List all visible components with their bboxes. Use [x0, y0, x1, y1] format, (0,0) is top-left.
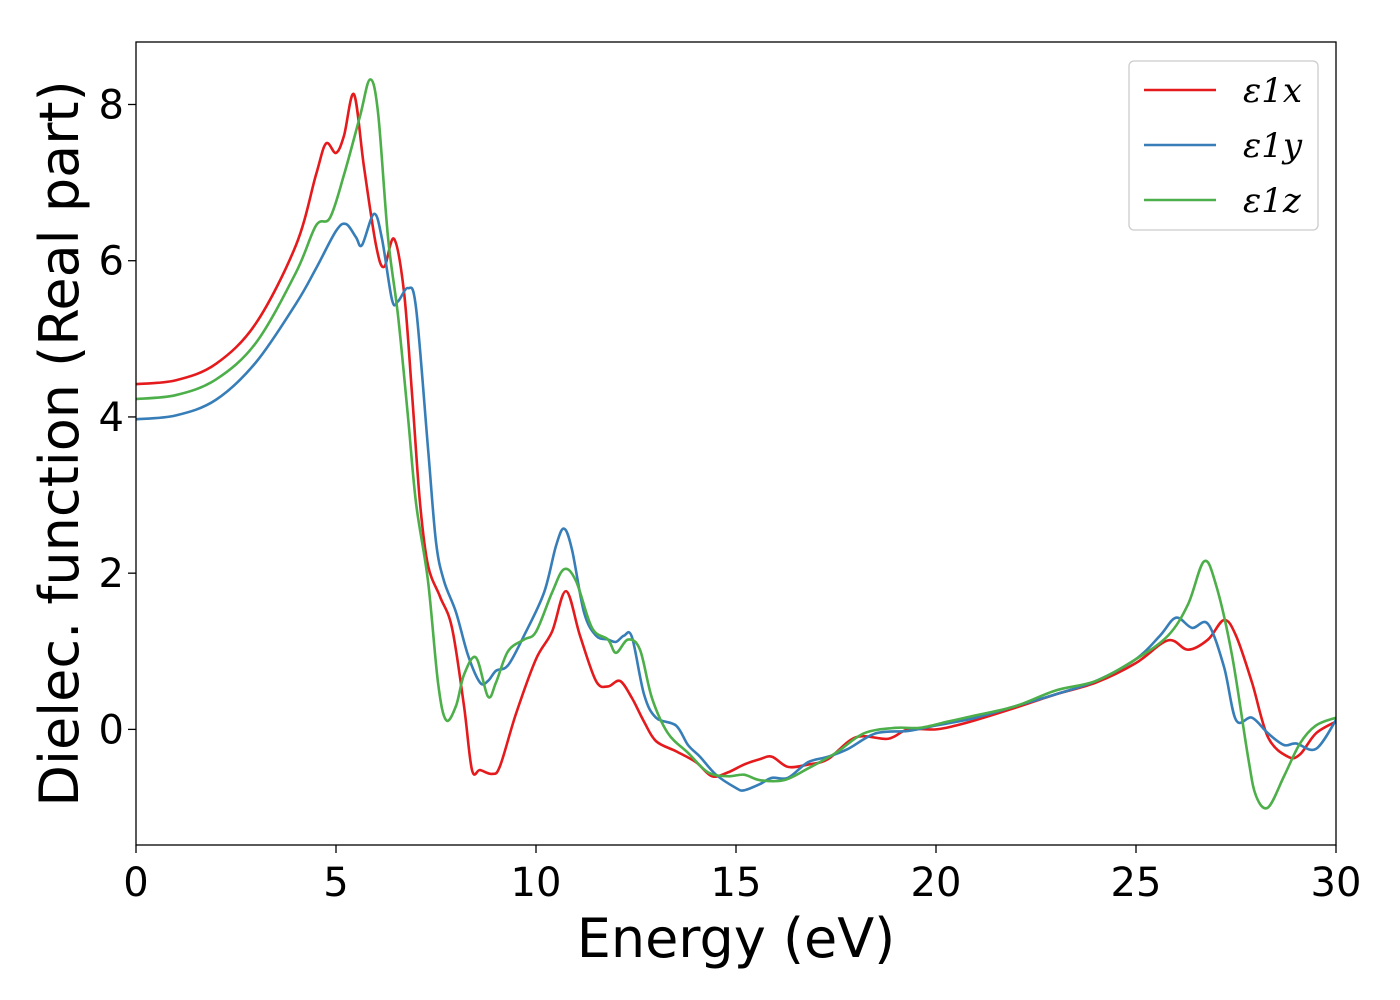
x-tick-label: 0 — [123, 860, 148, 906]
x-tick-label: 10 — [511, 860, 562, 906]
legend-label-3: ε1z — [1243, 181, 1302, 221]
y-tick-label: 0 — [99, 707, 124, 753]
legend: ε1x ε1y ε1z — [1128, 60, 1319, 231]
x-tick-label: 5 — [323, 860, 348, 906]
series-line-3 — [136, 78, 1336, 810]
ticks-layer: 0 5 10 15 20 25 30 0 2 4 6 8 — [99, 82, 1362, 906]
y-tick-label: 8 — [99, 82, 124, 128]
x-tick-label: 30 — [1311, 860, 1362, 906]
series-layer — [136, 78, 1336, 810]
legend-box — [1128, 60, 1319, 231]
legend-label-2: ε1y — [1243, 126, 1303, 166]
x-tick-label: 20 — [911, 860, 962, 906]
x-tick-label: 15 — [711, 860, 762, 906]
x-tick-label: 25 — [1111, 860, 1162, 906]
series-line-2 — [136, 212, 1336, 792]
y-axis-label: Dielec. function (Real part) — [28, 80, 91, 806]
y-tick-label: 2 — [99, 551, 124, 597]
series-line-1 — [136, 92, 1336, 778]
x-axis-label: Energy (eV) — [577, 907, 896, 970]
y-tick-label: 4 — [99, 395, 124, 441]
y-tick-label: 6 — [99, 239, 124, 285]
legend-label-1: ε1x — [1243, 71, 1302, 111]
